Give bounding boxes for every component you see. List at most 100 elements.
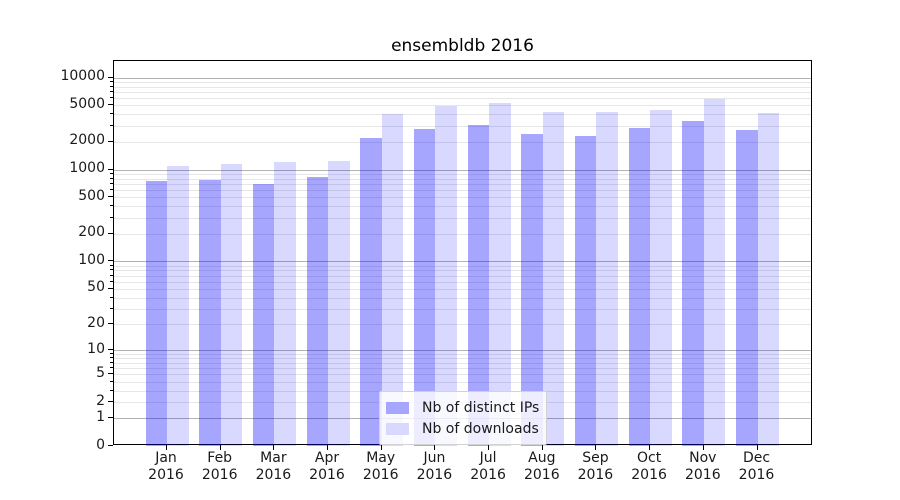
legend-entry-distinct-ips: Nb of distinct IPs <box>386 397 540 418</box>
bar-distinct-ips-mar <box>252 184 275 446</box>
y-minortick-60 <box>110 280 113 282</box>
gridline-major-100 <box>114 261 811 263</box>
bar-distinct-ips-jul <box>467 124 490 446</box>
bar-distinct-ips-jun <box>413 128 436 446</box>
bar-downloads-apr <box>328 161 350 446</box>
legend-label-downloads: Nb of downloads <box>422 420 539 437</box>
x-tick-sep <box>595 445 597 450</box>
y-tick-label-0: 0 <box>96 436 105 453</box>
gridline-minor-7000 <box>114 91 811 93</box>
y-tick-label-2: 2 <box>96 392 105 409</box>
y-minortick-6000 <box>110 97 113 98</box>
legend-entry-downloads: Nb of downloads <box>386 418 539 439</box>
gridline-minor-6000 <box>114 98 811 99</box>
bar-downloads-dec <box>757 112 779 446</box>
x-tick-label-oct: Oct 2016 <box>631 450 667 483</box>
bar-distinct-ips-nov <box>682 120 704 446</box>
x-tick-nov <box>702 445 704 450</box>
y-tick-10000 <box>108 76 113 78</box>
gridline-minor-8 <box>114 358 811 360</box>
gridline-minor-400 <box>114 206 811 208</box>
bar-downloads-mar <box>274 161 296 446</box>
x-tick-may <box>380 445 382 450</box>
bar-downloads-jun <box>435 106 457 446</box>
gridline-minor-9 <box>114 353 811 355</box>
y-minortick-9000 <box>110 80 113 82</box>
y-tick-label-2000: 2000 <box>69 132 105 149</box>
gridline-minor-30 <box>114 308 811 310</box>
gridline-minor-9000 <box>114 81 811 83</box>
bar-distinct-ips-aug <box>521 134 543 446</box>
y-minortick-8 <box>110 357 113 359</box>
x-tick-feb <box>219 445 221 450</box>
bar-distinct-ips-feb <box>199 179 221 446</box>
x-tick-dec <box>756 445 758 450</box>
gridline-major-1000 <box>114 169 811 171</box>
bar-downloads-sep <box>596 111 618 446</box>
gridline-minor-900 <box>114 173 811 175</box>
y-minortick-40 <box>110 296 113 298</box>
gridline-minor-800 <box>114 178 811 180</box>
y-minortick-3000 <box>110 124 113 126</box>
gridline-minor-2000 <box>114 141 811 143</box>
gridline-minor-90 <box>114 265 811 267</box>
y-tick-50 <box>108 287 113 289</box>
y-tick-2 <box>108 401 113 403</box>
plot-area: Nb of distinct IPs Nb of downloads <box>113 60 812 446</box>
y-minortick-8000 <box>110 85 113 87</box>
gridline-minor-5 <box>114 374 811 376</box>
bar-downloads-may <box>381 114 404 446</box>
gridline-minor-7 <box>114 362 811 364</box>
gridline-minor-300 <box>114 217 811 219</box>
x-tick-label-jan: Jan 2016 <box>148 450 184 483</box>
y-tick-5000 <box>108 104 113 106</box>
gridline-minor-500 <box>114 197 811 199</box>
bar-downloads-feb <box>220 163 243 446</box>
y-tick-label-100: 100 <box>78 251 105 268</box>
y-tick-0 <box>108 445 113 446</box>
y-minortick-6 <box>110 367 113 369</box>
x-tick-label-jul: Jul 2016 <box>470 450 506 483</box>
legend: Nb of distinct IPs Nb of downloads <box>379 391 547 445</box>
y-minortick-4 <box>110 380 113 382</box>
gridlines-layer <box>114 61 811 444</box>
bar-downloads-jul <box>489 102 511 446</box>
bar-distinct-ips-apr <box>306 176 328 446</box>
x-tick-aug <box>541 445 543 450</box>
x-tick-apr <box>327 445 328 450</box>
y-tick-1 <box>108 417 113 419</box>
x-tick-oct <box>649 445 651 450</box>
gridline-minor-60 <box>114 281 811 283</box>
y-minortick-400 <box>110 205 113 207</box>
y-minortick-7 <box>110 361 113 363</box>
y-minortick-800 <box>110 177 113 179</box>
bar-distinct-ips-sep <box>574 136 597 446</box>
gridline-minor-4 <box>114 381 811 383</box>
bar-downloads-jan <box>167 165 189 446</box>
x-tick-jun <box>434 445 436 450</box>
gridline-minor-600 <box>114 190 811 192</box>
legend-label-distinct-ips: Nb of distinct IPs <box>422 399 540 416</box>
bars-layer <box>114 61 811 446</box>
y-tick-label-500: 500 <box>78 187 105 204</box>
y-tick-500 <box>108 196 113 198</box>
gridline-minor-6 <box>114 368 811 370</box>
x-tick-label-nov: Nov 2016 <box>684 450 721 483</box>
gridline-minor-70 <box>114 275 811 277</box>
y-tick-label-1: 1 <box>96 408 105 425</box>
x-tick-label-aug: Aug 2016 <box>523 450 560 483</box>
bar-downloads-nov <box>703 99 726 446</box>
x-tick-mar <box>273 445 275 450</box>
gridline-minor-5000 <box>114 105 811 107</box>
gridline-minor-200 <box>114 233 811 235</box>
gridline-minor-8000 <box>114 86 811 88</box>
y-minortick-4000 <box>110 113 113 115</box>
y-tick-2000 <box>108 140 113 142</box>
x-tick-jan <box>166 445 167 450</box>
y-tick-200 <box>108 232 113 234</box>
chart-title: ensembldb 2016 <box>391 36 534 56</box>
gridline-minor-40 <box>114 297 811 299</box>
bar-distinct-ips-may <box>360 137 382 446</box>
bar-distinct-ips-dec <box>736 129 758 446</box>
y-tick-label-10: 10 <box>87 340 105 357</box>
